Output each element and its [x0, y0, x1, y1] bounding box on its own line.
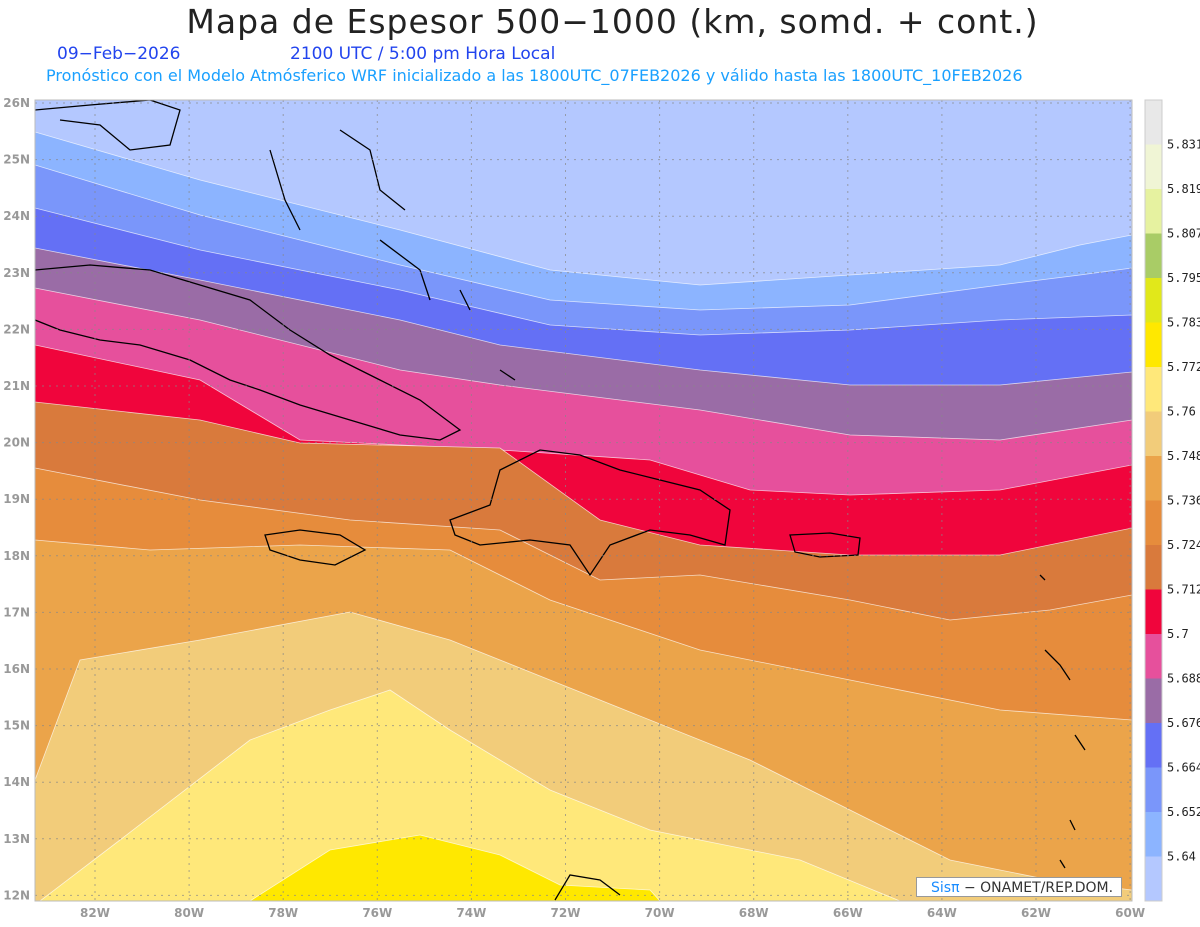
- y-tick-label: 17N: [3, 605, 30, 619]
- map-title: Mapa de Espesor 500−1000 (km, somd. + co…: [186, 2, 1039, 41]
- contour-bands: [35, 100, 1132, 901]
- x-tick-label: 76W: [362, 906, 392, 920]
- x-tick-label: 62W: [1021, 906, 1051, 920]
- coast-hispaniola: [449, 449, 731, 577]
- x-tick-label: 82W: [80, 906, 110, 920]
- coast-florida: [35, 100, 181, 151]
- x-tick-label: 72W: [551, 906, 581, 920]
- colorbar-swatch: [1145, 812, 1162, 857]
- coast-jamaica: [264, 529, 367, 566]
- credit-box: Sisπ − ONAMET/REP.DOM.: [916, 877, 1122, 897]
- y-tick-label: 20N: [3, 436, 30, 450]
- x-tick-label: 66W: [833, 906, 863, 920]
- colorbar-label: 5.748: [1167, 449, 1200, 463]
- coast-puerto-rico: [789, 532, 861, 558]
- colorbar-label: 5.712: [1167, 583, 1200, 597]
- colorbar-swatch: [1145, 322, 1162, 367]
- colorbar-swatch: [1145, 367, 1162, 412]
- grid-lines: [35, 100, 1132, 901]
- colorbar-swatch: [1145, 634, 1162, 679]
- map-frame: [34, 99, 1133, 902]
- colorbar-label: 5.676: [1167, 716, 1200, 730]
- colorbar-swatch: [1145, 233, 1162, 278]
- coastlines: [35, 100, 1086, 901]
- y-tick-label: 14N: [3, 775, 30, 789]
- colorbar-swatch: [1145, 278, 1162, 323]
- x-tick-label: 78W: [268, 906, 298, 920]
- y-tick-label: 15N: [3, 719, 30, 733]
- x-tick-label: 80W: [174, 906, 204, 920]
- colorbar-label: 5.64: [1167, 850, 1196, 864]
- x-tick-label: 70W: [645, 906, 675, 920]
- y-tick-label: 21N: [3, 379, 30, 393]
- colorbar-label: 5.7: [1167, 627, 1189, 641]
- coast-cuba: [35, 264, 462, 441]
- y-tick-label: 22N: [3, 322, 30, 336]
- colorbar-swatch: [1145, 500, 1162, 545]
- colorbar-label: 5.688: [1167, 672, 1200, 686]
- colorbar-swatch: [1145, 678, 1162, 723]
- credit-separator: −: [959, 880, 981, 896]
- y-tick-label: 18N: [3, 549, 30, 563]
- y-tick-label: 12N: [3, 888, 30, 902]
- y-tick-label: 25N: [3, 153, 30, 167]
- forecast-time: 2100 UTC / 5:00 pm Hora Local: [290, 44, 556, 64]
- y-tick-label: 19N: [3, 492, 30, 506]
- colorbar-label: 5.736: [1167, 494, 1200, 508]
- coast-south-america: [554, 874, 621, 901]
- coast-lesser-antilles: [1039, 574, 1086, 869]
- colorbar-frame: [1144, 99, 1163, 902]
- colorbar-label: 5.807: [1167, 227, 1200, 241]
- y-tick-label: 23N: [3, 266, 30, 280]
- colorbar-label: 5.819: [1167, 182, 1200, 196]
- colorbar-label: 5.664: [1167, 761, 1200, 775]
- coast-bahamas: [269, 129, 516, 381]
- colorbar: 5.831 5.819 5.807 5.795 5.783 5.772 5.76 5.748 5…: [1144, 99, 1200, 902]
- colorbar-label: 5.652: [1167, 805, 1200, 819]
- colorbar-label: 5.724: [1167, 538, 1200, 552]
- credit-brand: Sisπ: [931, 880, 960, 896]
- y-tick-label: 24N: [3, 209, 30, 223]
- colorbar-swatch: [1145, 411, 1162, 456]
- y-tick-label: 16N: [3, 662, 30, 676]
- colorbar-swatch: [1145, 589, 1162, 634]
- colorbar-label: 5.831: [1167, 138, 1200, 152]
- colorbar-swatch: [1145, 767, 1162, 812]
- colorbar-swatch: [1145, 723, 1162, 768]
- y-tick-label: 26N: [3, 96, 30, 110]
- x-tick-label: 74W: [456, 906, 486, 920]
- colorbar-swatch: [1145, 545, 1162, 590]
- colorbar-label: 5.783: [1167, 316, 1200, 330]
- model-subtitle: Pronóstico con el Modelo Atmósferico WRF…: [46, 66, 1023, 85]
- forecast-date: 09−Feb−2026: [57, 44, 181, 64]
- contour-band: [249, 834, 661, 901]
- colorbar-swatch: [1145, 189, 1162, 234]
- colorbar-swatch: [1145, 856, 1162, 901]
- colorbar-swatch: [1145, 144, 1162, 189]
- colorbar-swatch: [1145, 100, 1162, 145]
- credit-org: ONAMET/REP.DOM.: [980, 880, 1114, 896]
- x-tick-label: 64W: [927, 906, 957, 920]
- x-tick-label: 60W: [1115, 906, 1145, 920]
- colorbar-label: 5.76: [1167, 405, 1196, 419]
- colorbar-label: 5.795: [1167, 271, 1200, 285]
- x-tick-label: 68W: [739, 906, 769, 920]
- contour-band: [39, 689, 901, 901]
- colorbar-swatch: [1145, 456, 1162, 501]
- colorbar-label: 5.772: [1167, 360, 1200, 374]
- y-tick-label: 13N: [3, 832, 30, 846]
